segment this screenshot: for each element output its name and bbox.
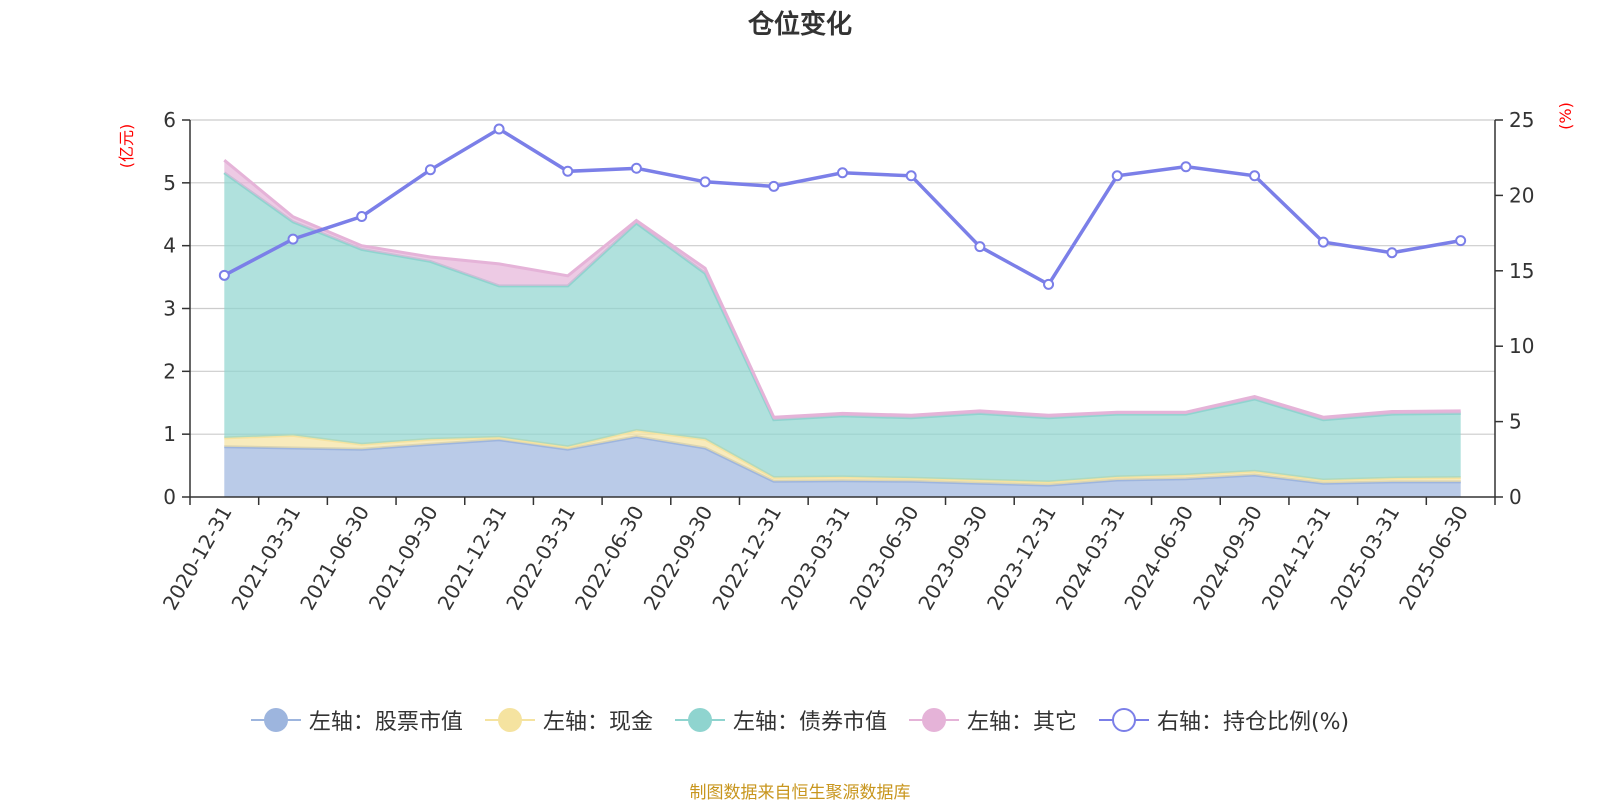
x-tick-label: 2022-09-30: [639, 502, 718, 615]
legend-item[interactable]: 左轴：其它: [908, 704, 1077, 736]
ratio-line-series: [218, 123, 1467, 290]
legend-swatch: [1098, 708, 1149, 732]
ratio-point: [630, 162, 642, 174]
area-1: [224, 430, 1461, 486]
x-tick-label: 2021-03-31: [226, 502, 305, 615]
area-series: [223, 159, 1461, 497]
left-tick-label: 6: [163, 108, 176, 132]
ratio-point: [974, 241, 986, 253]
legend-label: 左轴：其它: [966, 710, 1077, 735]
legend-item[interactable]: 左轴：现金: [484, 704, 653, 736]
ratio-point: [493, 123, 505, 135]
legend-label: 左轴：债券市值: [732, 710, 887, 735]
ratio-point: [905, 170, 917, 182]
area-edge-3: [223, 159, 1461, 419]
right-tick-label: 10: [1509, 334, 1534, 358]
ratio-point: [699, 176, 711, 188]
left-tick-label: 3: [163, 297, 176, 321]
x-tick-label: 2024-03-31: [1051, 502, 1130, 615]
x-tick-label: 2022-12-31: [707, 502, 786, 615]
source-note: 制图数据来自恒生聚源数据库: [689, 783, 911, 803]
x-tick-label: 2023-12-31: [982, 502, 1061, 615]
x-tick-label: 2021-09-30: [364, 502, 443, 615]
right-tick-label: 0: [1509, 485, 1522, 509]
area-0: [224, 436, 1461, 497]
x-tick-label: 2021-06-30: [295, 502, 374, 615]
ratio-point: [424, 164, 436, 176]
ratio-point: [287, 233, 299, 245]
ratio-point: [1455, 235, 1467, 247]
left-axis-unit: (亿元): [117, 124, 136, 169]
left-tick-label: 1: [163, 422, 176, 446]
ratio-point: [1317, 236, 1329, 248]
axes: [182, 119, 1503, 505]
right-tick-label: 25: [1509, 108, 1534, 132]
ratio-point: [768, 180, 780, 192]
x-tick-label: 2021-12-31: [433, 502, 512, 615]
x-tick-label: 2025-06-30: [1394, 502, 1473, 615]
left-tick-label: 0: [163, 485, 176, 509]
x-tick-label: 2024-09-30: [1188, 502, 1267, 615]
ratio-point: [1043, 278, 1055, 290]
x-tick-label: 2022-06-30: [570, 502, 649, 615]
x-tick-label: 2023-03-31: [776, 502, 855, 615]
legend-label: 右轴：持仓比例(%): [1156, 710, 1350, 735]
x-tick-label: 2020-12-31: [158, 502, 237, 615]
legend-swatch: [674, 708, 725, 732]
ratio-point: [837, 167, 848, 179]
legend-swatch: [250, 708, 301, 732]
x-tick-label: 2022-03-31: [501, 502, 580, 615]
legend-item[interactable]: 左轴：股票市值: [250, 704, 463, 736]
x-tick-label: 2024-12-31: [1257, 502, 1336, 615]
ratio-point: [356, 211, 368, 223]
left-tick-label: 5: [163, 171, 176, 195]
ratio-point: [1386, 247, 1398, 259]
right-tick-label: 5: [1509, 410, 1522, 434]
area-2: [224, 172, 1461, 482]
x-tick-label: 2023-06-30: [845, 502, 924, 615]
ratio-point: [218, 269, 230, 281]
left-tick-label: 4: [163, 234, 176, 258]
right-tick-label: 15: [1509, 259, 1534, 283]
legend-swatch: [484, 708, 535, 732]
ratio-point: [1249, 170, 1261, 182]
x-tick-label: 2024-06-30: [1119, 502, 1198, 615]
legend: 左轴：股票市值 左轴：现金 左轴：债券市值 左轴：其它 右轴：持仓比例(%): [0, 704, 1600, 736]
legend-item[interactable]: 右轴：持仓比例(%): [1098, 704, 1350, 736]
ratio-point: [1111, 170, 1123, 182]
left-tick-label: 2: [163, 359, 176, 383]
right-axis-unit: (%): [1556, 102, 1575, 130]
ratio-point: [562, 165, 574, 177]
legend-label: 左轴：股票市值: [308, 710, 463, 735]
legend-label: 左轴：现金: [542, 710, 653, 735]
right-tick-label: 20: [1509, 183, 1534, 207]
ratio-point: [1180, 161, 1192, 173]
legend-item[interactable]: 左轴：债券市值: [674, 704, 887, 736]
x-tick-label: 2023-09-30: [913, 502, 992, 615]
chart-title: 仓位变化: [747, 10, 852, 40]
legend-swatch: [908, 708, 959, 732]
x-tick-label: 2025-03-31: [1325, 502, 1404, 615]
